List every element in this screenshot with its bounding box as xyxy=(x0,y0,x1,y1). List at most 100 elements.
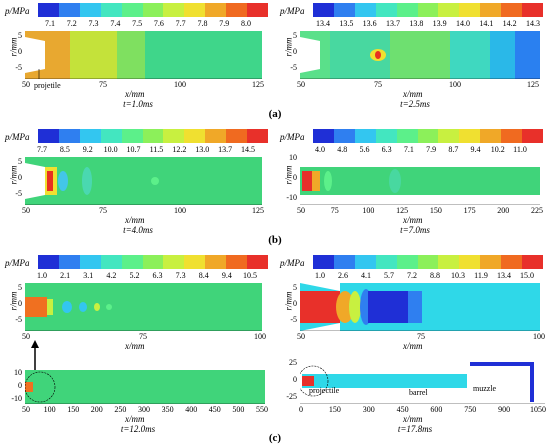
colorbar-swatch xyxy=(100,129,122,143)
colorbar-swatch xyxy=(313,255,334,269)
x-tick-label: 200 xyxy=(497,206,510,215)
x-tick-75: 75 xyxy=(99,80,107,89)
y-tick-bottom-neg10: -10 xyxy=(11,394,22,403)
colorbar-unit-label: p/MPa xyxy=(5,6,30,16)
colorbar-swatch xyxy=(354,3,376,17)
x-tick-label-bottom: 0 xyxy=(299,405,303,414)
colorbar-tick-label: 11.5 xyxy=(149,145,164,154)
barrel-label: barrel xyxy=(409,388,428,397)
colorbar-tick-label: 14.0 xyxy=(456,19,470,28)
x-tick-label: 125 xyxy=(396,206,409,215)
x-tick-label: 75 xyxy=(330,206,339,215)
colorbar-tick-label: 10.3 xyxy=(451,271,465,280)
colorbar-tick-label: 7.5 xyxy=(132,19,143,28)
colorbar-tick-label: 2.6 xyxy=(338,271,348,280)
pressure-field-plot xyxy=(25,157,262,205)
x-tick-label-bottom: 200 xyxy=(90,405,103,414)
colorbar-tick-label: 7.7 xyxy=(37,145,47,154)
y-tick-5: 5 xyxy=(18,283,22,292)
x-axis-label: x/mm xyxy=(403,341,423,351)
colorbar-tick-label: 10.0 xyxy=(103,145,118,154)
projectile-label: projetile xyxy=(34,81,61,90)
colorbar-tick-label: 13.5 xyxy=(339,19,354,28)
colorbar-swatch xyxy=(205,3,227,17)
colorbar-swatch xyxy=(121,3,143,17)
x-tick-label-bottom: 500 xyxy=(232,405,245,414)
x-tick-75: 75 xyxy=(374,80,382,89)
colorbar-swatch xyxy=(375,129,397,143)
colorbar-swatch xyxy=(354,255,376,269)
colorbar-tick-label: 13.4 xyxy=(497,271,511,280)
colorbar-swatch xyxy=(459,129,481,143)
time-label: t=17.8ms xyxy=(397,424,433,434)
colorbar xyxy=(313,3,543,17)
x-axis-label-bottom: x/mm xyxy=(403,414,423,424)
x-tick-125: 125 xyxy=(252,80,264,89)
colorbar-ticks: 4.0 4.8 5.6 6.3 7.1 7.9 8.7 9.4 10.2 11.0 xyxy=(275,145,545,155)
x-tick-100: 100 xyxy=(174,206,186,215)
y-tick-neg5: -5 xyxy=(290,315,297,324)
x-tick-label-bottom: 900 xyxy=(498,405,511,414)
colorbar-swatch xyxy=(205,255,227,269)
colorbar-tick-label: 8.8 xyxy=(430,271,440,280)
colorbar-tick-label: 14.3 xyxy=(526,19,540,28)
colorbar-tick-label: 10.5 xyxy=(243,271,257,280)
time-label: t=7.0ms xyxy=(400,225,430,235)
x-tick-50: 50 xyxy=(297,332,305,341)
colorbar-unit-label: p/MPa xyxy=(5,258,30,268)
colorbar-swatch xyxy=(184,255,206,269)
colorbar-tick-label: 7.2 xyxy=(66,19,77,28)
colorbar-swatch xyxy=(100,3,122,17)
colorbar-swatch xyxy=(226,129,248,143)
colorbar-swatch xyxy=(417,255,439,269)
x-tick-50: 50 xyxy=(22,206,30,215)
x-tick-label-bottom: 50 xyxy=(22,405,30,414)
colorbar-tick-label: 2.1 xyxy=(60,271,71,280)
colorbar-swatch xyxy=(438,3,460,17)
colorbar-tick-label: 4.2 xyxy=(106,271,117,280)
colorbar-tick-label: 13.7 xyxy=(386,19,400,28)
x-tick-label: 150 xyxy=(429,206,442,215)
x-tick-label-bottom: 1050 xyxy=(530,405,546,414)
x-tick-label-bottom: 150 xyxy=(328,405,341,414)
colorbar-tick-label: 9.4 xyxy=(221,271,232,280)
colorbar-swatch xyxy=(480,129,502,143)
colorbar-swatch xyxy=(142,3,164,17)
colorbar-swatch xyxy=(522,255,543,269)
colorbar-swatch xyxy=(313,129,334,143)
y-tick-bottom-neg25: -25 xyxy=(286,392,297,401)
colorbar-swatch xyxy=(501,255,523,269)
pressure-field-plot xyxy=(300,167,540,205)
colorbar xyxy=(313,129,543,143)
time-label: t=12.0ms xyxy=(120,424,156,434)
y-tick-5: 5 xyxy=(18,31,22,40)
colorbar-swatch xyxy=(459,255,481,269)
x-tick-50: 50 xyxy=(22,80,30,89)
colorbar-tick-label: 10.7 xyxy=(126,145,141,154)
pressure-field-plot xyxy=(300,283,540,331)
x-tick-100: 100 xyxy=(254,332,266,341)
x-tick-label-bottom: 450 xyxy=(208,405,221,414)
colorbar-tick-label: 4.1 xyxy=(361,271,371,280)
x-tick-label-bottom: 300 xyxy=(138,405,150,414)
time-label: t=1.0ms xyxy=(123,99,153,109)
colorbar-tick-label: 8.7 xyxy=(448,145,459,154)
colorbar-swatch xyxy=(480,3,502,17)
colorbar-ticks: 1.0 2.1 3.1 4.2 5.2 6.3 7.3 8.4 9.4 10.5 xyxy=(0,271,270,281)
colorbar-swatch xyxy=(522,129,543,143)
y-tick-0: 0 xyxy=(18,173,22,182)
colorbar-tick-label: 13.0 xyxy=(195,145,210,154)
colorbar-ticks: 7.1 7.2 7.3 7.4 7.5 7.6 7.7 7.8 7.9 8.0 xyxy=(0,19,270,29)
x-tick-100: 100 xyxy=(449,80,461,89)
colorbar-tick-label: 14.1 xyxy=(479,19,494,28)
colorbar-tick-label: 5.2 xyxy=(129,271,140,280)
colorbar-tick-label: 12.2 xyxy=(172,145,187,154)
colorbar-tick-label: 14.2 xyxy=(502,19,517,28)
colorbar-tick-label: 8.4 xyxy=(198,271,209,280)
colorbar-swatch xyxy=(333,129,355,143)
colorbar-tick-label: 13.7 xyxy=(218,145,233,154)
colorbar-swatch xyxy=(247,129,268,143)
colorbar-tick-label: 7.1 xyxy=(45,19,55,28)
colorbar-swatch xyxy=(354,129,376,143)
